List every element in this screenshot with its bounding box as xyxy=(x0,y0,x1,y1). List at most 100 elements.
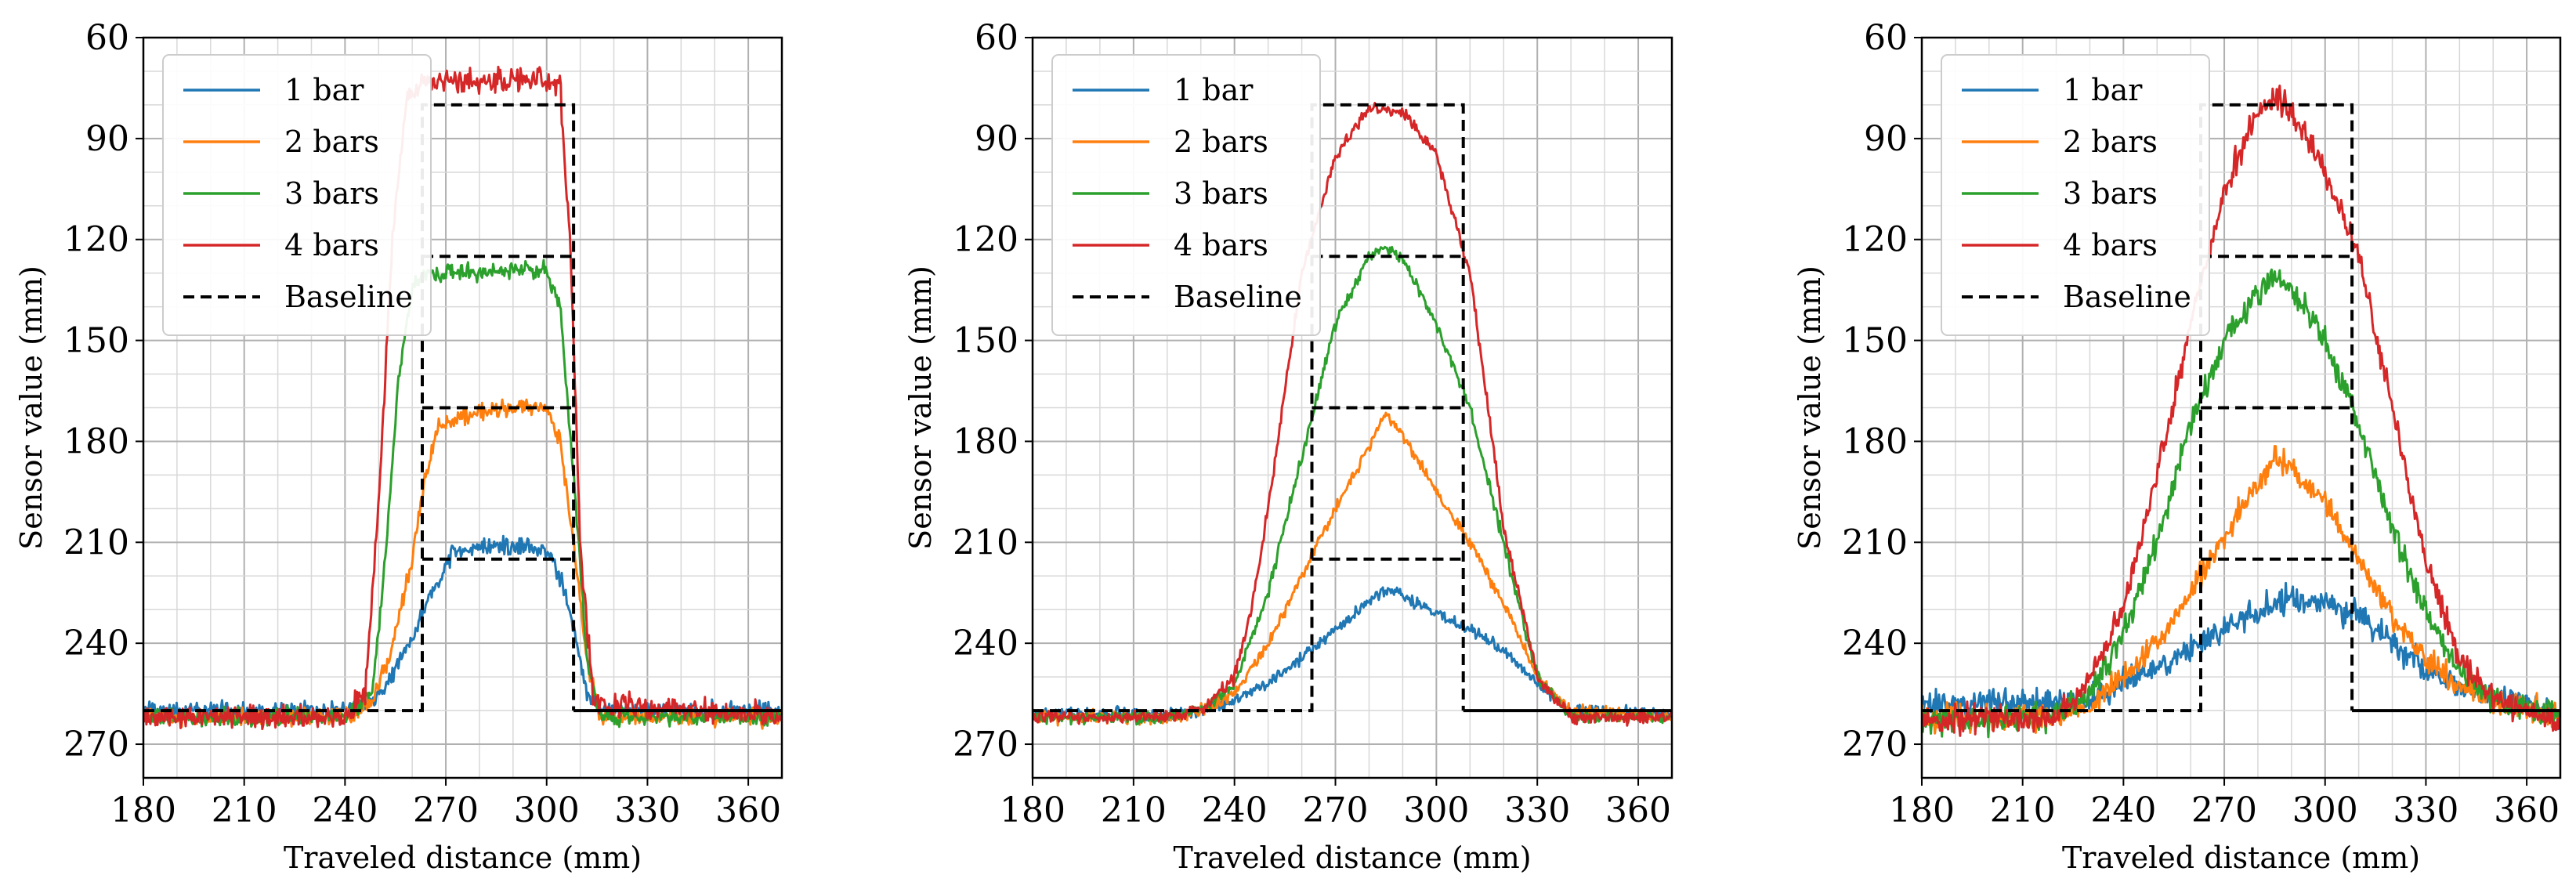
legend-item: Baseline xyxy=(1073,280,1302,314)
legend-label: 2 bars xyxy=(1174,125,1268,159)
axes-frame xyxy=(1031,36,1673,779)
x-tick-label: 360 xyxy=(2494,790,2560,830)
legend-label: 1 bar xyxy=(2063,73,2143,107)
legend-box xyxy=(1941,54,2210,336)
y-tick-label: 150 xyxy=(1842,321,1908,361)
legend-label: 1 bar xyxy=(1174,73,1254,107)
y-tick-label: 150 xyxy=(63,321,129,361)
x-tick-label: 360 xyxy=(1605,790,1671,830)
y-tick-label: 120 xyxy=(953,220,1018,260)
y-tick-label: 60 xyxy=(1864,18,1908,58)
legend-label: 4 bars xyxy=(284,228,379,262)
y-tick-label: 210 xyxy=(1842,522,1908,562)
x-tick-label: 330 xyxy=(614,790,680,830)
legend-label: 2 bars xyxy=(2063,125,2158,159)
x-tick-label: 300 xyxy=(2292,790,2358,830)
x-axis-label: Traveled distance (mm) xyxy=(1173,841,1531,875)
chart-panel-2: 180 210 240 270 300 330 360 60 90 120 150 180 210 240… xyxy=(903,18,1673,875)
legend-item: 2 bars xyxy=(1073,125,1268,159)
x-tick-label: 360 xyxy=(715,790,781,830)
legend-item: 4 bars xyxy=(1073,228,1268,262)
series-1-bar xyxy=(143,534,782,722)
series-4-bars xyxy=(1922,84,2560,737)
legend-item: Baseline xyxy=(1962,280,2191,314)
legend-label: 3 bars xyxy=(1174,176,1268,211)
x-tick-label: 210 xyxy=(212,790,277,830)
x-tick-label: 330 xyxy=(2393,790,2458,830)
legend-label: 4 bars xyxy=(1174,228,1268,262)
x-tick-label: 210 xyxy=(1990,790,2056,830)
series-1-bar xyxy=(1033,586,1672,722)
y-tick-label: 90 xyxy=(85,119,129,159)
y-tick-label: 210 xyxy=(63,522,129,562)
series-2-bars xyxy=(1922,445,2560,735)
x-axis: 180 210 240 270 300 330 360 xyxy=(1000,778,1671,830)
series-1-bar xyxy=(1922,581,2560,731)
grid xyxy=(1921,37,2561,779)
legend-item: 1 bar xyxy=(1073,73,1254,107)
x-tick-label: 240 xyxy=(1202,790,1268,830)
x-axis-label: Traveled distance (mm) xyxy=(2062,841,2420,875)
x-tick-label: 240 xyxy=(312,790,378,830)
x-tick-label: 330 xyxy=(1504,790,1570,830)
y-tick-label: 240 xyxy=(63,624,129,663)
chart-panel-3: 180 210 240 270 300 330 360 60 90 120 150 180 210 240… xyxy=(1793,18,2562,875)
y-axis: 60 90 120 150 180 210 240 270 xyxy=(63,18,143,765)
y-tick-label: 270 xyxy=(953,725,1018,765)
legend-label: 2 bars xyxy=(284,125,379,159)
legend: 1 bar 2 bars 3 bars 4 bars Baseline xyxy=(162,54,432,336)
x-tick-label: 270 xyxy=(413,790,479,830)
y-tick-label: 90 xyxy=(975,119,1018,159)
legend-label: Baseline xyxy=(2063,280,2191,314)
legend-item: 3 bars xyxy=(183,176,379,211)
legend-item: 4 bars xyxy=(1962,228,2158,262)
y-axis: 60 90 120 150 180 210 240 270 xyxy=(953,18,1033,765)
axes-frame xyxy=(142,36,783,779)
chart-panel-1: 180 210 240 270 300 330 360 60 90 120 150 180 210 240… xyxy=(14,18,783,875)
y-axis-label: Sensor value (mm) xyxy=(14,266,49,550)
x-tick-label: 180 xyxy=(1000,790,1065,830)
y-tick-label: 210 xyxy=(953,522,1018,562)
legend-item: 1 bar xyxy=(1962,73,2143,107)
series-2-bars xyxy=(1033,411,1672,727)
x-tick-label: 180 xyxy=(110,790,176,830)
legend-item: 2 bars xyxy=(1962,125,2158,159)
y-tick-label: 120 xyxy=(63,220,129,260)
y-axis-label: Sensor value (mm) xyxy=(1793,266,1827,550)
y-tick-label: 180 xyxy=(63,421,129,461)
legend-box xyxy=(1051,54,1321,336)
legend-label: 3 bars xyxy=(2063,176,2158,211)
y-axis-label: Sensor value (mm) xyxy=(903,266,938,550)
legend: 1 bar 2 bars 3 bars 4 bars Baseline xyxy=(1051,54,1321,336)
y-tick-label: 180 xyxy=(953,421,1018,461)
legend-label: Baseline xyxy=(1174,280,1302,314)
y-tick-label: 90 xyxy=(1864,119,1908,159)
legend-label: Baseline xyxy=(284,280,413,314)
series-4-bars xyxy=(1033,102,1672,727)
legend: 1 bar 2 bars 3 bars 4 bars Baseline xyxy=(1941,54,2210,336)
y-tick-label: 270 xyxy=(63,725,129,765)
y-tick-label: 270 xyxy=(1842,725,1908,765)
legend-item: 2 bars xyxy=(183,125,379,159)
x-axis: 180 210 240 270 300 330 360 xyxy=(1889,778,2560,830)
legend-item: 3 bars xyxy=(1073,176,1268,211)
y-tick-label: 120 xyxy=(1842,220,1908,260)
y-tick-label: 240 xyxy=(1842,624,1908,663)
y-axis: 60 90 120 150 180 210 240 270 xyxy=(1842,18,1922,765)
x-tick-label: 270 xyxy=(2191,790,2257,830)
y-tick-label: 60 xyxy=(85,18,129,58)
x-tick-label: 240 xyxy=(2090,790,2156,830)
legend-label: 3 bars xyxy=(284,176,379,211)
legend-item: 1 bar xyxy=(183,73,364,107)
x-axis: 180 210 240 270 300 330 360 xyxy=(110,778,781,830)
y-tick-label: 240 xyxy=(953,624,1018,663)
y-tick-label: 180 xyxy=(1842,421,1908,461)
legend-box xyxy=(162,54,432,336)
y-tick-label: 60 xyxy=(975,18,1018,58)
legend-item: 4 bars xyxy=(183,228,379,262)
x-tick-label: 300 xyxy=(1403,790,1469,830)
legend-label: 4 bars xyxy=(2063,228,2158,262)
y-tick-label: 150 xyxy=(953,321,1018,361)
legend-item: Baseline xyxy=(183,280,413,314)
x-tick-label: 210 xyxy=(1101,790,1167,830)
